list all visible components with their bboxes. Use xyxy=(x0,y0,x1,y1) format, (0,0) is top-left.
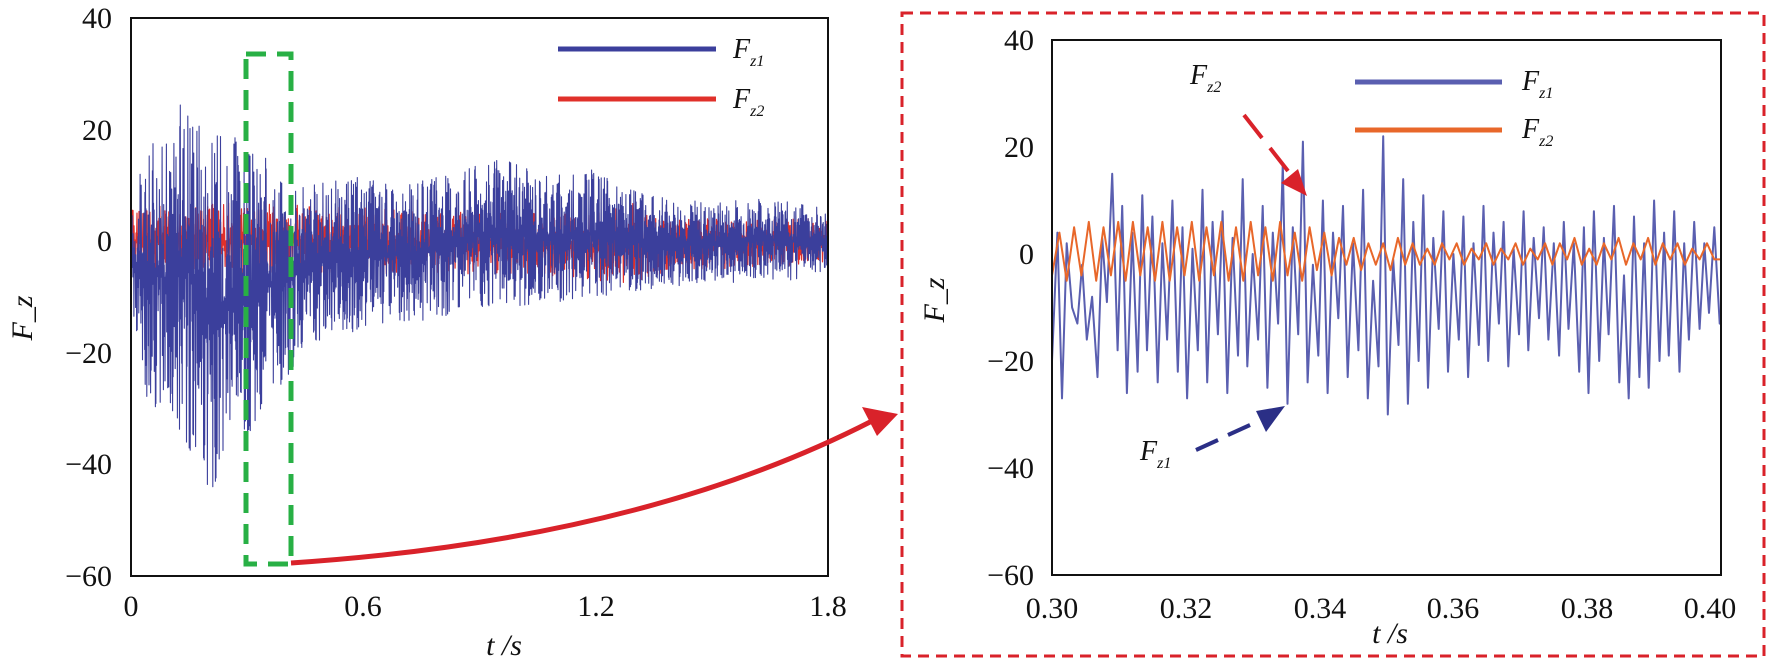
zoom-connector-arrow xyxy=(290,407,898,566)
main-xtick-label: 0.6 xyxy=(344,590,382,623)
legend-label-fz2: Fz2 xyxy=(1521,114,1553,150)
main-xtick-label: 1.2 xyxy=(577,590,615,623)
zoom-y-ticks: 40 20 0 −20 −40 −60 xyxy=(987,24,1034,592)
main-ytick-label: 0 xyxy=(97,225,112,258)
annotation-fz2: Fz2 xyxy=(1189,60,1307,196)
zoom-ytick-label: −40 xyxy=(987,452,1034,485)
main-xtick-label: 1.8 xyxy=(809,590,847,623)
series-line-fz1 xyxy=(1051,135,1722,416)
annotation-fz2-label: Fz2 xyxy=(1189,60,1221,96)
zoom-xtick-label: 0.34 xyxy=(1294,592,1347,625)
zoom-plot-frame xyxy=(1051,39,1722,576)
annotation-fz2-dash xyxy=(1268,146,1290,173)
main-legend: Fz1 Fz2 xyxy=(558,34,764,120)
main-ytick-label: 20 xyxy=(82,114,112,147)
main-chart: 40 20 0 −20 −40 −60 0 0.6 1.2 1.8 t /s F… xyxy=(6,2,847,662)
main-ytick-label: −60 xyxy=(65,560,112,593)
zoom-xtick-label: 0.30 xyxy=(1026,592,1079,625)
zoom-region-box xyxy=(243,51,294,567)
zoom-x-ticks: 0.30 0.32 0.34 0.36 0.38 0.40 xyxy=(1026,592,1737,625)
zoom-ytick-label: −60 xyxy=(987,559,1034,592)
legend-label-fz2: Fz2 xyxy=(732,84,764,120)
zoom-ytick-label: 20 xyxy=(1004,131,1034,164)
main-plot-frame xyxy=(130,17,829,577)
legend-label-fz1: Fz1 xyxy=(732,34,764,70)
annotation-fz2-dash xyxy=(1242,113,1264,140)
zoom-x-axis-label: t /s xyxy=(1372,617,1408,650)
zoom-xtick-label: 0.36 xyxy=(1427,592,1480,625)
annotation-fz1-label: Fz1 xyxy=(1139,436,1171,472)
zoom-chart: 40 20 0 −20 −40 −60 0.30 0.32 0.34 0.36 … xyxy=(918,24,1736,650)
zoom-xtick-label: 0.40 xyxy=(1684,592,1737,625)
zoom-plot-area xyxy=(1051,135,1722,416)
annotation-fz1-arrowhead xyxy=(1256,406,1285,432)
main-y-axis-label: F_z xyxy=(6,295,39,341)
zoom-xtick-label: 0.32 xyxy=(1160,592,1213,625)
main-plot-area xyxy=(130,104,829,488)
main-ytick-label: 40 xyxy=(82,2,112,35)
main-y-ticks: 40 20 0 −20 −40 −60 xyxy=(65,2,112,593)
annotation-fz1-dash xyxy=(1195,438,1219,452)
main-x-ticks: 0 0.6 1.2 1.8 xyxy=(124,590,847,623)
zoom-ytick-label: −20 xyxy=(987,345,1034,378)
annotation-fz2-arrowhead xyxy=(1281,169,1307,196)
legend-label-fz1: Fz1 xyxy=(1521,66,1553,102)
main-xtick-label: 0 xyxy=(124,590,139,623)
connector-curve xyxy=(290,418,874,566)
annotation-fz1: Fz1 xyxy=(1139,406,1285,472)
annotation-fz1-dash xyxy=(1227,423,1251,437)
main-ytick-label: −20 xyxy=(65,337,112,370)
series-line-fz1 xyxy=(130,104,829,488)
main-ytick-label: −40 xyxy=(65,448,112,481)
zoom-xtick-label: 0.38 xyxy=(1561,592,1614,625)
connector-arrowhead xyxy=(862,407,898,436)
zoom-ytick-label: 0 xyxy=(1019,238,1034,271)
zoom-legend: Fz1 Fz2 xyxy=(1355,66,1553,150)
inset-border xyxy=(900,11,1766,658)
zoom-y-axis-label: F_z xyxy=(918,277,951,323)
zoom-ytick-label: 40 xyxy=(1004,24,1034,57)
series-line-fz2 xyxy=(1051,220,1721,282)
main-x-axis-label: t /s xyxy=(486,629,522,662)
